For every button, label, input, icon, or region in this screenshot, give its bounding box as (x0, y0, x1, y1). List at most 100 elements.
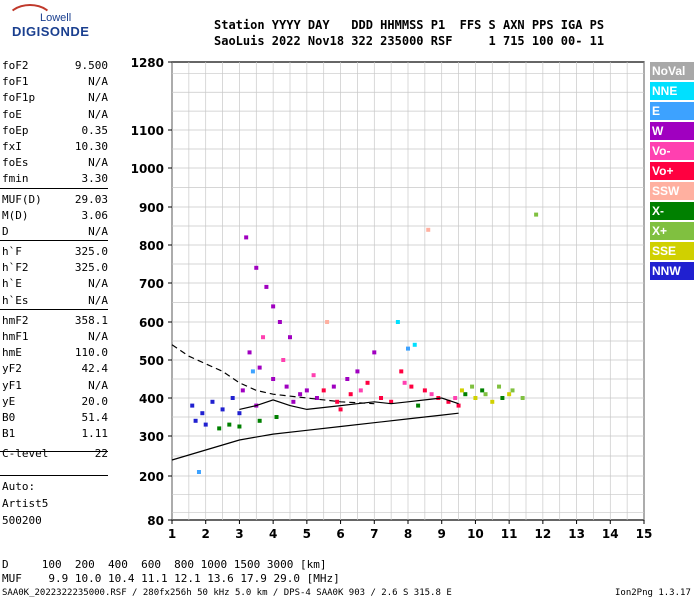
separator (0, 451, 108, 452)
param-row: foF2 9.500 (2, 58, 108, 74)
param-name: h`Es (2, 293, 29, 307)
legend-item: SSE (650, 242, 694, 260)
param-value: N/A (88, 75, 108, 89)
param-value: 3.30 (81, 172, 109, 186)
data-point (416, 403, 421, 408)
data-point (314, 396, 319, 400)
data-point (271, 304, 276, 309)
param-group-profile: hmF2 358.1 hmF1 N/A hmE 110.0 yF2 42.4 yF1 N/A yE 2… (2, 313, 108, 443)
param-value: 10.30 (74, 139, 108, 153)
data-point (257, 365, 262, 370)
auto-software: Artist5 (2, 497, 49, 510)
param-value: 325.0 (74, 261, 108, 275)
x-tick-label: 5 (303, 527, 311, 541)
data-point (200, 411, 205, 416)
profile-lower (171, 412, 459, 461)
data-point (463, 392, 468, 397)
param-name: hmF1 (2, 330, 29, 343)
param-value: N/A (88, 91, 108, 105)
legend-item: X+ (650, 222, 694, 240)
data-point (230, 396, 235, 400)
param-value: 0.35 (81, 123, 109, 137)
param-row: foEp 0.35 (2, 123, 108, 139)
data-point (244, 235, 249, 240)
x-tick-label: 7 (370, 527, 378, 541)
separator (0, 309, 108, 310)
legend: NoVal NNE E W Vo- Vo+ SSW X- X+ SSE NNW (650, 62, 694, 282)
data-point (261, 335, 266, 340)
data-point (240, 388, 245, 393)
param-value: N/A (88, 277, 108, 291)
x-tick-label: 9 (438, 527, 446, 541)
legend-item: NNE (650, 82, 694, 100)
param-name: foF2 (2, 59, 29, 72)
data-point (497, 384, 502, 389)
y-tick-label: 400 (139, 392, 164, 406)
param-row: h`F 325.0 (2, 244, 108, 260)
y-tick-label: 1000 (131, 162, 164, 176)
header-columns: Station YYYY DAY DDD HHMMSS P1 FFS S AXN… (214, 18, 605, 32)
param-row: yF2 42.4 (2, 361, 108, 377)
param-value: 1.11 (81, 427, 109, 441)
param-group-critical-freq: foF2 9.500 foF1 N/A foF1p N/A foE N/A foEp 0.35 fx… (2, 58, 108, 188)
x-tick-label: 6 (336, 527, 344, 541)
data-point (426, 227, 431, 232)
logo-lowell: Lowell (40, 12, 72, 24)
param-row: h`Es N/A (2, 293, 108, 309)
param-row: C-level 22 (2, 446, 108, 462)
x-tick-label: 15 (636, 527, 653, 541)
data-point (311, 373, 316, 378)
data-point (409, 384, 414, 389)
x-tick-label: 1 (168, 527, 176, 541)
data-point (254, 265, 259, 270)
x-tick-label: 14 (602, 527, 619, 541)
param-group-virtual-heights: h`F 325.0 h`F2 325.0 h`E N/A h`Es N/A (2, 244, 108, 309)
param-row: foF1p N/A (2, 90, 108, 106)
auto-version: 500200 (2, 514, 42, 527)
data-point (220, 407, 225, 412)
data-point (237, 424, 242, 429)
param-name: h`E (2, 277, 22, 291)
param-row: B1 1.11 (2, 426, 108, 442)
trace-fit (239, 397, 459, 411)
legend-item: Vo- (650, 142, 694, 160)
data-point (507, 392, 512, 397)
y-tick-label: 80 (147, 514, 164, 528)
param-row: yF1 N/A (2, 378, 108, 394)
x-tick-label: 8 (404, 527, 412, 541)
footer-file-info: SAA0K_2022322235000.RSF / 280fx256h 50 k… (2, 588, 452, 598)
data-point (291, 399, 296, 404)
param-value: 29.03 (74, 192, 108, 206)
data-point (271, 377, 276, 381)
data-point (389, 399, 394, 404)
data-point (190, 403, 195, 408)
ionogram-chart: 1 2 3 4 5 6 7 8 9 10 11 12 13 14 158020030040050060070… (131, 56, 653, 541)
param-row: h`F2 325.0 (2, 260, 108, 276)
param-name: fmin (2, 172, 29, 186)
param-name: M(D) (2, 208, 29, 222)
legend-item: E (650, 102, 694, 120)
param-value: N/A (88, 156, 108, 170)
param-row: D N/A (2, 224, 108, 240)
param-name: h`F (2, 245, 22, 259)
param-value: 20.0 (81, 394, 109, 408)
data-point (453, 396, 458, 400)
param-value: 51.4 (81, 410, 109, 424)
data-point (237, 411, 242, 416)
y-tick-label: 1280 (131, 56, 164, 70)
data-point (325, 320, 330, 324)
param-name: foE (2, 107, 22, 121)
data-point (422, 388, 427, 393)
y-tick-label: 800 (139, 239, 164, 253)
param-name: foEp (2, 123, 29, 137)
data-point (480, 388, 485, 393)
data-point (227, 422, 232, 427)
param-name: D (2, 224, 9, 238)
legend-item: Vo+ (650, 162, 694, 180)
y-tick-label: 200 (139, 470, 164, 484)
param-row: fxI 10.30 (2, 139, 108, 155)
data-point (281, 358, 286, 362)
data-point (456, 403, 461, 408)
legend-item: SSW (650, 182, 694, 200)
param-name: fxI (2, 139, 22, 153)
